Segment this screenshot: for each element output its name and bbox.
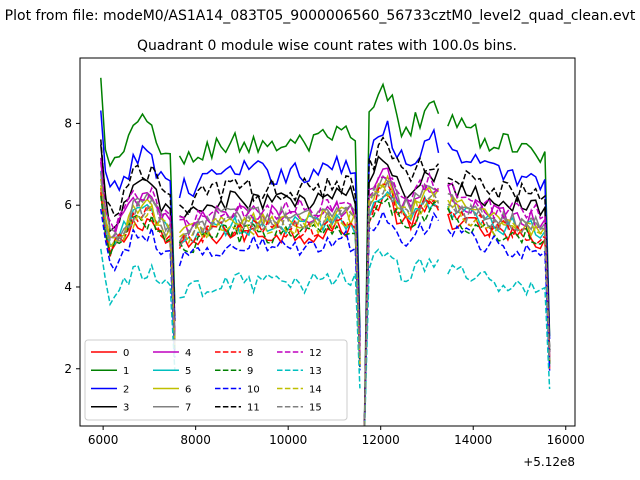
series-line-13	[179, 267, 361, 389]
x-tick-label: 8000	[180, 433, 211, 447]
legend-label-0: 0	[123, 348, 129, 359]
series-line-0	[178, 217, 361, 365]
series-line-14	[100, 178, 176, 345]
series-line-12	[363, 171, 440, 426]
series-line-11	[100, 139, 176, 322]
series-line-15	[178, 206, 361, 362]
axis-layer: 6000 8000 10000 12000 14000 16000 2 4 6 8	[64, 116, 584, 447]
series-line-8	[178, 217, 361, 368]
series-line-12	[100, 161, 176, 334]
series-line-6	[447, 194, 551, 365]
series-line-15	[363, 177, 440, 426]
y-tick-label: 2	[64, 362, 72, 376]
series-line-9	[363, 197, 439, 426]
series-line-15	[100, 172, 176, 345]
x-tick-label: 14000	[454, 433, 492, 447]
series-line-12	[179, 197, 361, 353]
legend-label-12: 12	[309, 348, 322, 359]
series-line-15	[447, 202, 551, 360]
legend-label-3: 3	[123, 403, 129, 414]
series-line-1	[363, 82, 440, 419]
series-line-14	[447, 199, 551, 361]
series-line-4	[179, 199, 361, 359]
chart-title: Quadrant 0 module wise count rates with …	[137, 38, 517, 54]
legend-label-15: 15	[309, 403, 322, 414]
x-tick-label: 10000	[269, 433, 307, 447]
series-line-10	[100, 208, 176, 358]
series-line-11	[363, 136, 440, 425]
y-tick-label: 8	[64, 116, 72, 130]
chart-suptitle: Plot from file: modeM0/AS1A14_083T05_900…	[5, 8, 636, 24]
plot-frame	[79, 57, 576, 427]
series-line-3	[363, 155, 440, 425]
series-line-11	[179, 175, 361, 347]
series-line-1	[178, 124, 361, 328]
series-line-10	[363, 209, 440, 426]
series-line-13	[363, 248, 440, 426]
series-line-10	[178, 229, 361, 371]
legend-label-6: 6	[185, 384, 191, 395]
legend-label-11: 11	[247, 403, 260, 414]
series-line-2	[178, 154, 361, 337]
legend-box	[84, 339, 348, 421]
series-line-9	[447, 207, 551, 365]
x-tick-label: 6000	[88, 433, 119, 447]
legend-label-2: 2	[123, 384, 129, 395]
series-line-11	[447, 169, 551, 351]
y-tick-label: 4	[64, 280, 72, 294]
series-layer	[100, 77, 551, 426]
series-line-13	[100, 248, 176, 371]
legend-label-1: 1	[123, 366, 129, 377]
series-line-7	[447, 192, 551, 364]
series-line-9	[100, 195, 176, 351]
x-tick-label: 12000	[362, 433, 400, 447]
legend-label-14: 14	[309, 384, 322, 395]
series-line-1	[447, 112, 551, 337]
legend-label-10: 10	[247, 384, 260, 395]
legend-label-5: 5	[185, 366, 191, 377]
series-line-2	[100, 110, 176, 320]
legend-label-8: 8	[247, 348, 253, 359]
series-line-1	[100, 77, 176, 304]
series-line-13	[447, 264, 551, 390]
series-line-12	[447, 182, 551, 360]
series-line-7	[178, 204, 361, 356]
series-line-14	[179, 210, 361, 365]
series-line-8	[363, 183, 440, 426]
series-line-2	[363, 120, 440, 423]
legend-label-7: 7	[185, 403, 191, 414]
y-tick-label: 6	[64, 198, 72, 212]
series-line-2	[447, 142, 551, 340]
legend-label-13: 13	[309, 366, 322, 377]
series-line-9	[178, 223, 361, 368]
x-tick-label: 16000	[547, 433, 585, 447]
series-line-3	[179, 184, 361, 356]
legend-label-9: 9	[247, 366, 253, 377]
series-line-10	[447, 224, 551, 371]
legend-label-4: 4	[185, 348, 191, 359]
x-offset-label: +5.12e8	[523, 455, 575, 469]
